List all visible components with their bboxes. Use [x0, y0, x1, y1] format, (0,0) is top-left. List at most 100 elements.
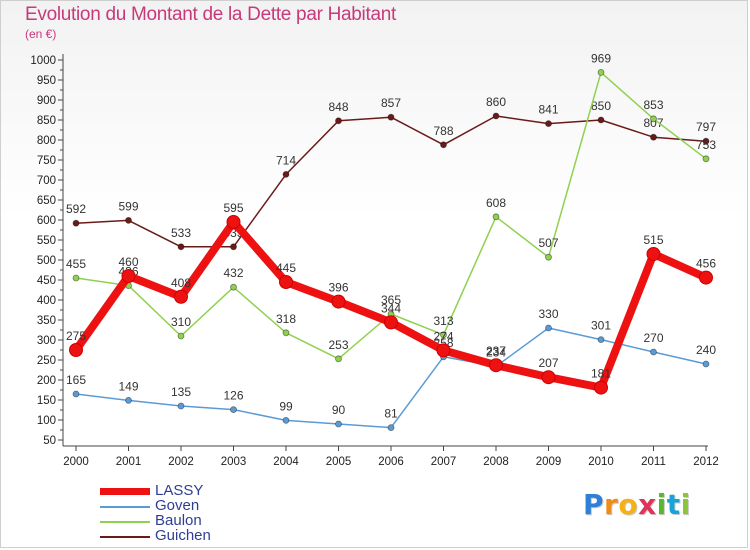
data-label-baulon: 507 — [538, 236, 558, 250]
y-tick-label: 950 — [37, 75, 56, 87]
data-label-guichen: 841 — [538, 103, 558, 117]
data-point-lassy — [69, 343, 83, 357]
data-label-lassy: 275 — [66, 329, 86, 343]
x-tick-label: 2005 — [326, 456, 352, 468]
data-label-goven: 81 — [384, 407, 398, 421]
y-tick-label: 500 — [37, 255, 56, 267]
y-tick-label: 200 — [37, 375, 56, 387]
y-tick-label: 100 — [37, 415, 56, 427]
data-point-baulon — [702, 155, 710, 163]
legend-item-baulon: Baulon — [100, 513, 300, 529]
logo-letter: P — [583, 488, 605, 521]
data-point-lassy — [226, 215, 241, 229]
data-label-baulon: 455 — [66, 257, 86, 271]
legend-swatch-guichen — [100, 536, 150, 538]
data-label-baulon: 310 — [171, 315, 191, 329]
data-label-goven: 149 — [118, 379, 138, 393]
data-label-goven: 234 — [486, 345, 506, 359]
data-label-goven: 90 — [332, 403, 346, 417]
legend: LASSY Goven Baulon Guichen — [100, 482, 300, 544]
data-label-guichen: 860 — [486, 95, 506, 109]
x-tick-label: 2010 — [588, 456, 614, 468]
y-tick-label: 850 — [37, 115, 56, 127]
data-point-lassy — [436, 343, 451, 358]
data-point-guichen — [387, 113, 395, 121]
data-point-goven — [125, 396, 132, 404]
y-tick-label: 450 — [37, 275, 56, 287]
y-tick-label: 1000 — [30, 55, 56, 67]
data-point-goven — [230, 406, 237, 414]
legend-label-goven: Goven — [155, 497, 200, 514]
data-label-baulon: 253 — [328, 338, 348, 352]
data-label-lassy: 456 — [696, 257, 716, 271]
legend-swatch-lassy — [100, 488, 150, 495]
data-point-lassy — [594, 380, 608, 395]
legend-label-guichen: Guichen — [155, 527, 211, 544]
legend-swatch-baulon — [100, 521, 150, 523]
data-label-lassy: 515 — [643, 233, 663, 247]
data-label-guichen: 533 — [171, 226, 191, 240]
y-tick-label: 300 — [37, 335, 56, 347]
data-point-guichen — [702, 137, 710, 145]
data-point-guichen — [125, 216, 132, 224]
data-point-baulon — [335, 355, 342, 363]
x-tick-label: 2006 — [378, 456, 404, 468]
x-tick-label: 2009 — [536, 456, 562, 468]
data-label-goven: 165 — [66, 373, 86, 387]
data-point-goven — [650, 348, 657, 356]
data-point-guichen — [282, 170, 290, 178]
data-label-lassy: 237 — [486, 344, 506, 358]
data-point-baulon — [282, 329, 290, 337]
data-point-baulon — [230, 283, 237, 291]
data-label-lassy: 396 — [328, 281, 348, 295]
data-label-baulon: 318 — [276, 312, 296, 326]
logo-letter: x — [638, 488, 657, 521]
data-point-lassy — [121, 269, 136, 283]
data-label-guichen: 714 — [276, 153, 296, 167]
legend-item-guichen: Guichen — [100, 527, 300, 544]
data-point-goven — [545, 324, 552, 332]
data-point-lassy — [331, 294, 346, 309]
x-tick-label: 2007 — [431, 456, 457, 468]
data-point-goven — [177, 402, 185, 410]
data-label-baulon: 753 — [696, 138, 716, 152]
data-point-guichen — [492, 112, 500, 120]
data-label-lassy: 181 — [591, 367, 611, 381]
data-point-baulon — [72, 274, 80, 282]
data-point-goven — [702, 360, 710, 368]
logo-letter: t — [666, 488, 681, 521]
data-point-goven — [387, 424, 395, 432]
data-point-baulon — [440, 331, 447, 339]
data-label-baulon: 969 — [591, 51, 611, 65]
y-tick-label: 150 — [37, 395, 56, 407]
data-label-goven: 126 — [223, 389, 243, 403]
data-label-goven: 330 — [538, 307, 558, 321]
data-label-lassy: 344 — [381, 301, 401, 315]
data-label-baulon: 853 — [643, 98, 663, 112]
data-label-guichen: 807 — [643, 116, 663, 130]
x-tick-label: 2000 — [63, 456, 89, 468]
proxiti-logo: Proxiti — [583, 488, 691, 521]
data-point-guichen — [440, 141, 447, 149]
data-label-baulon: 608 — [486, 196, 506, 210]
x-tick-label: 2011 — [641, 456, 666, 468]
data-label-goven: 270 — [643, 331, 663, 345]
y-tick-label: 50 — [43, 435, 56, 447]
data-label-baulon: 313 — [433, 314, 453, 328]
data-point-goven — [597, 336, 605, 344]
data-point-lassy — [489, 358, 503, 373]
data-point-guichen — [230, 243, 237, 251]
data-point-lassy — [699, 270, 713, 285]
data-label-lassy: 445 — [276, 261, 296, 275]
y-tick-label: 600 — [37, 215, 56, 227]
data-label-lassy: 274 — [433, 329, 453, 343]
data-label-lassy: 595 — [223, 201, 243, 215]
x-tick-label: 2008 — [483, 456, 509, 468]
data-point-baulon — [545, 253, 552, 261]
data-point-lassy — [384, 315, 398, 330]
legend-swatch-goven — [100, 506, 150, 508]
legend-label-lassy: LASSY — [155, 482, 204, 499]
data-point-lassy — [541, 370, 556, 385]
x-tick-label: 2004 — [273, 456, 299, 468]
chart-subtitle: (en €) — [25, 27, 57, 41]
